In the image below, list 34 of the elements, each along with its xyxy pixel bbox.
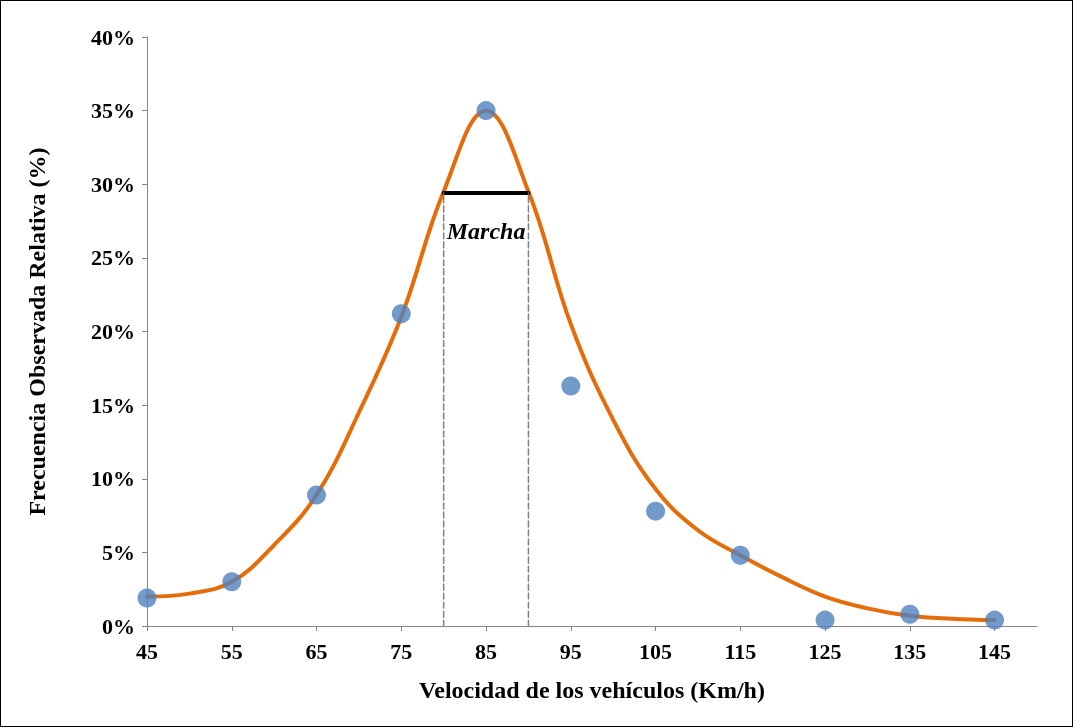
y-tick-label: 10% bbox=[91, 466, 135, 492]
y-tick-label: 0% bbox=[102, 613, 135, 639]
point bbox=[900, 604, 920, 624]
x-tick-label: 125 bbox=[808, 638, 842, 664]
x-tick-label: 115 bbox=[724, 638, 757, 664]
y-tick-label: 5% bbox=[102, 539, 135, 565]
point bbox=[222, 572, 242, 592]
y-tick-label: 20% bbox=[91, 319, 135, 344]
y-tick-label: 15% bbox=[91, 392, 135, 418]
x-tick-label: 95 bbox=[559, 638, 582, 664]
x-tick-label: 145 bbox=[978, 638, 1012, 664]
y-tick-label: 25% bbox=[91, 245, 135, 271]
y-tick-label: 30% bbox=[91, 171, 135, 197]
point bbox=[730, 545, 750, 565]
point bbox=[646, 501, 666, 521]
x-tick-label: 75 bbox=[390, 638, 413, 664]
x-axis-title: Velocidad de los vehículos (Km/h) bbox=[419, 677, 765, 703]
x-tick-label: 45 bbox=[136, 638, 158, 664]
x-tick-label: 135 bbox=[893, 638, 927, 664]
y-tick-label: 35% bbox=[91, 98, 135, 124]
x-tick-label: 65 bbox=[305, 638, 328, 664]
point bbox=[815, 610, 835, 630]
x-tick-label: 85 bbox=[475, 638, 498, 664]
point bbox=[476, 101, 496, 121]
x-tick-label: 55 bbox=[220, 638, 243, 664]
point bbox=[137, 588, 157, 608]
point bbox=[561, 376, 581, 396]
point bbox=[985, 610, 1005, 630]
point bbox=[307, 485, 327, 505]
y-tick-label: 40% bbox=[91, 24, 135, 50]
point bbox=[391, 304, 411, 324]
annotation: Marcha bbox=[445, 218, 526, 245]
x-tick-label: 105 bbox=[639, 638, 673, 664]
y-axis-title: Frecuencia Observada Relativa (%) bbox=[24, 147, 50, 516]
